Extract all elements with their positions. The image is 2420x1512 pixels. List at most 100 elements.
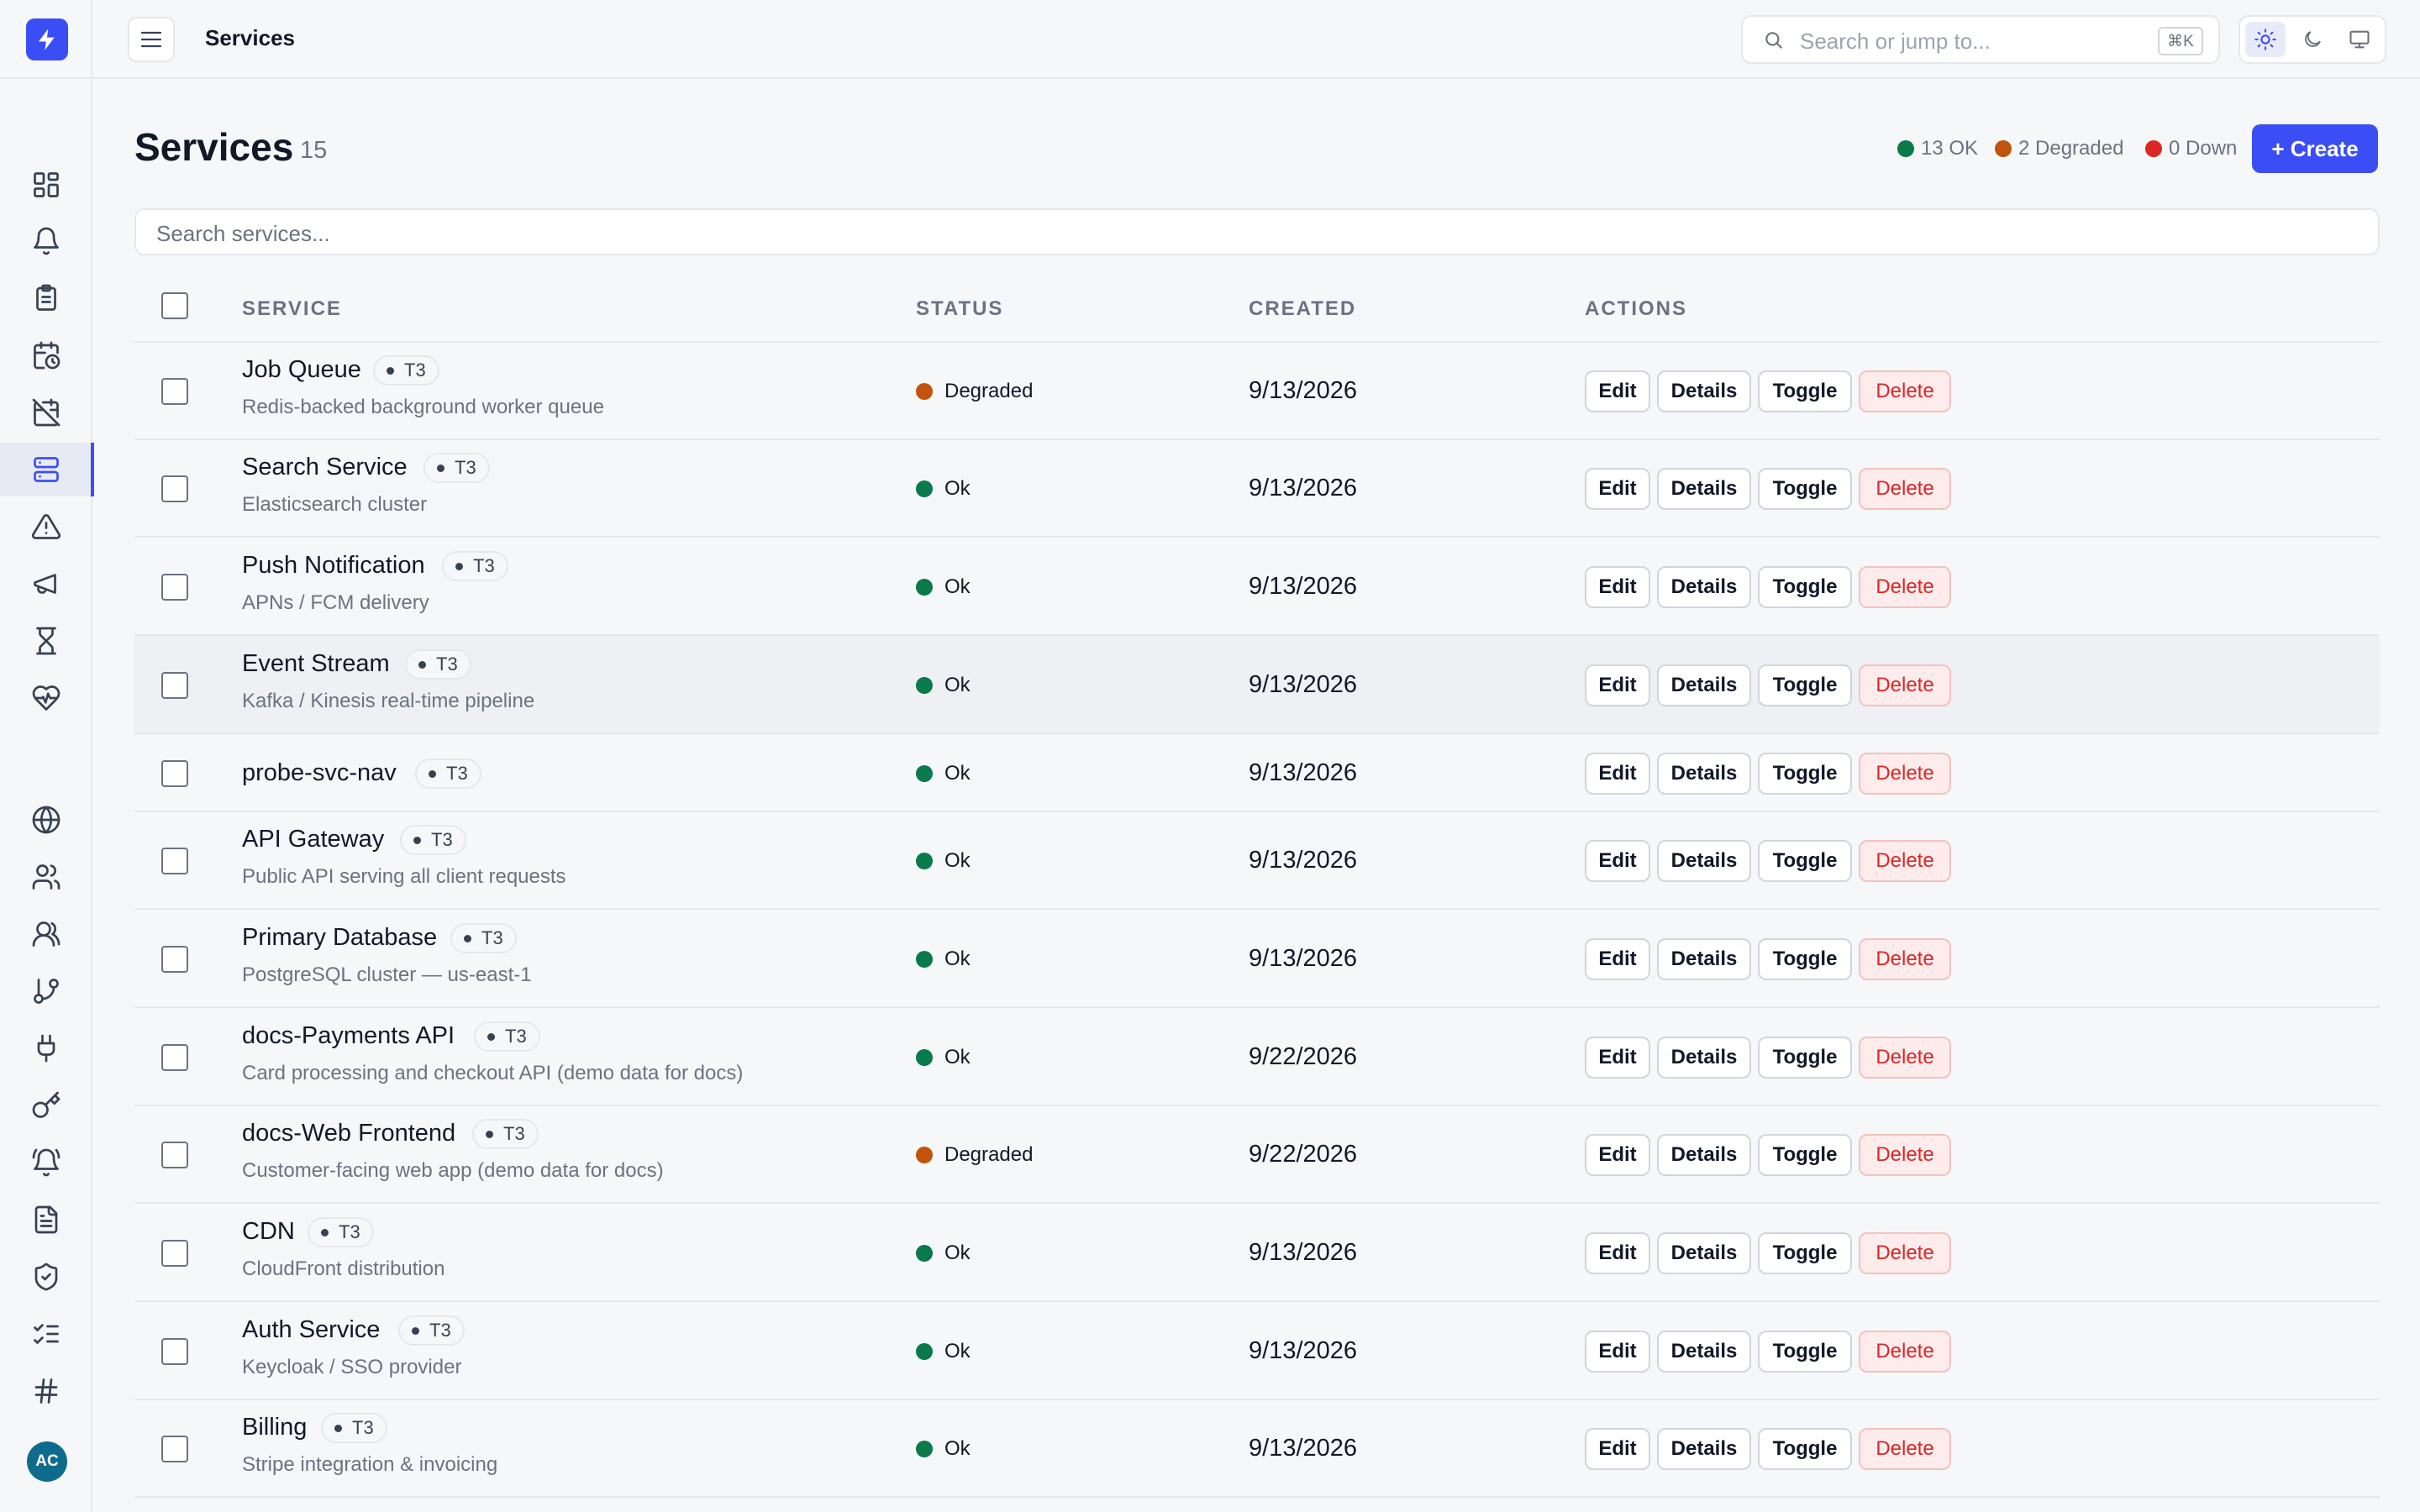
table-row[interactable]: docs-Payments API T3 Card processing and c… <box>134 1008 2380 1106</box>
table-row[interactable]: CDN T3 CloudFront distribution Ok 9/13/2026 E… <box>134 1204 2380 1302</box>
edit-button[interactable]: Edit <box>1585 1331 1650 1373</box>
table-row[interactable]: probe-svc-nav T3 Ok 9/13/2026 Edit Details Tog… <box>134 734 2380 812</box>
edit-button[interactable]: Edit <box>1585 753 1650 795</box>
details-button[interactable]: Details <box>1657 753 1751 795</box>
sidebar-item-hourglass[interactable] <box>0 614 92 668</box>
service-name[interactable]: Auth Service <box>242 1316 381 1343</box>
table-row[interactable]: Push Notification T3 APNs / FCM delivery Ok… <box>134 538 2380 636</box>
sidebar-item-alert-triangle[interactable] <box>0 500 92 554</box>
edit-button[interactable]: Edit <box>1585 664 1650 706</box>
sidebar-item-megaphone[interactable] <box>0 557 92 611</box>
edit-button[interactable]: Edit <box>1585 938 1650 980</box>
table-row[interactable]: Search Service T3 Elasticsearch cluster Ok 9… <box>134 440 2380 538</box>
service-name[interactable]: Search Service <box>242 454 408 480</box>
delete-button[interactable]: Delete <box>1859 1428 1951 1470</box>
toggle-button[interactable]: Toggle <box>1758 1428 1852 1470</box>
delete-button[interactable]: Delete <box>1859 468 1951 510</box>
details-button[interactable]: Details <box>1657 370 1751 412</box>
sidebar-item-clipboard[interactable] <box>0 271 92 325</box>
column-header-status[interactable]: STATUS <box>916 297 1004 320</box>
details-button[interactable]: Details <box>1657 1037 1751 1079</box>
delete-button[interactable]: Delete <box>1859 840 1951 882</box>
sidebar-item-hash[interactable] <box>0 1364 92 1418</box>
row-checkbox[interactable] <box>161 1044 188 1071</box>
row-checkbox[interactable] <box>161 672 188 699</box>
service-name[interactable]: docs-Payments API <box>242 1022 455 1049</box>
sidebar-item-user-group[interactable] <box>0 907 92 961</box>
system-theme-button[interactable] <box>2339 22 2380 57</box>
toggle-button[interactable]: Toggle <box>1758 753 1852 795</box>
details-button[interactable]: Details <box>1657 1232 1751 1274</box>
toggle-button[interactable]: Toggle <box>1758 1037 1852 1079</box>
details-button[interactable]: Details <box>1657 566 1751 608</box>
row-checkbox[interactable] <box>161 1436 188 1462</box>
toggle-button[interactable]: Toggle <box>1758 938 1852 980</box>
table-row[interactable]: Event Stream T3 Kafka / Kinesis real-time … <box>134 636 2380 734</box>
edit-button[interactable]: Edit <box>1585 840 1650 882</box>
sidebar-item-file-text[interactable] <box>0 1193 92 1247</box>
edit-button[interactable]: Edit <box>1585 1134 1650 1176</box>
toggle-button[interactable]: Toggle <box>1758 664 1852 706</box>
dark-theme-button[interactable] <box>2292 22 2333 57</box>
sidebar-item-bell[interactable] <box>0 214 92 268</box>
service-name[interactable]: CDN <box>242 1218 295 1245</box>
details-button[interactable]: Details <box>1657 1134 1751 1176</box>
details-button[interactable]: Details <box>1657 1428 1751 1470</box>
edit-button[interactable]: Edit <box>1585 1232 1650 1274</box>
toggle-button[interactable]: Toggle <box>1758 840 1852 882</box>
delete-button[interactable]: Delete <box>1859 370 1951 412</box>
toggle-button[interactable]: Toggle <box>1758 370 1852 412</box>
row-checkbox[interactable] <box>161 574 188 601</box>
menu-toggle-button[interactable] <box>128 17 175 62</box>
toggle-button[interactable]: Toggle <box>1758 1232 1852 1274</box>
table-row[interactable]: Billing T3 Stripe integration & invoicing O… <box>134 1400 2380 1498</box>
row-checkbox[interactable] <box>161 475 188 502</box>
edit-button[interactable]: Edit <box>1585 566 1650 608</box>
select-all-checkbox[interactable] <box>161 292 188 319</box>
details-button[interactable]: Details <box>1657 664 1751 706</box>
service-name[interactable]: Push Notification <box>242 552 425 579</box>
table-row[interactable]: Job Queue T3 Redis-backed background worke… <box>134 343 2380 440</box>
delete-button[interactable]: Delete <box>1859 566 1951 608</box>
sidebar-item-git-branch[interactable] <box>0 964 92 1018</box>
global-search-input[interactable]: Search or jump to... ⌘K <box>1741 15 2220 64</box>
table-row[interactable]: Auth Service T3 Keycloak / SSO provider Ok 9… <box>134 1302 2380 1400</box>
service-name[interactable]: API Gateway <box>242 826 385 853</box>
app-logo[interactable] <box>26 18 68 60</box>
row-checkbox[interactable] <box>161 1142 188 1168</box>
delete-button[interactable]: Delete <box>1859 1037 1951 1079</box>
row-checkbox[interactable] <box>161 1240 188 1267</box>
sidebar-item-users[interactable] <box>0 850 92 904</box>
edit-button[interactable]: Edit <box>1585 370 1650 412</box>
delete-button[interactable]: Delete <box>1859 1232 1951 1274</box>
delete-button[interactable]: Delete <box>1859 1331 1951 1373</box>
delete-button[interactable]: Delete <box>1859 938 1951 980</box>
delete-button[interactable]: Delete <box>1859 753 1951 795</box>
details-button[interactable]: Details <box>1657 938 1751 980</box>
edit-button[interactable]: Edit <box>1585 468 1650 510</box>
service-search-input[interactable]: Search services... <box>134 208 2380 255</box>
sidebar-item-list-checks[interactable] <box>0 1307 92 1361</box>
avatar[interactable]: AC <box>27 1441 67 1482</box>
table-row[interactable]: API Gateway T3 Public API serving all clie… <box>134 812 2380 910</box>
sidebar-item-shield-check[interactable] <box>0 1250 92 1304</box>
sidebar-item-heart-pulse[interactable] <box>0 671 92 725</box>
table-row[interactable]: docs-Web Frontend T3 Customer-facing web a… <box>134 1106 2380 1204</box>
edit-button[interactable]: Edit <box>1585 1428 1650 1470</box>
sidebar-item-key[interactable] <box>0 1079 92 1132</box>
delete-button[interactable]: Delete <box>1859 664 1951 706</box>
sidebar-item-plug[interactable] <box>0 1021 92 1075</box>
row-checkbox[interactable] <box>161 946 188 973</box>
service-name[interactable]: docs-Web Frontend <box>242 1120 456 1147</box>
details-button[interactable]: Details <box>1657 840 1751 882</box>
row-checkbox[interactable] <box>161 848 188 874</box>
toggle-button[interactable]: Toggle <box>1758 566 1852 608</box>
service-name[interactable]: Primary Database <box>242 924 438 951</box>
light-theme-button[interactable] <box>2245 22 2286 57</box>
delete-button[interactable]: Delete <box>1859 1134 1951 1176</box>
column-header-created[interactable]: CREATED <box>1249 297 1357 320</box>
toggle-button[interactable]: Toggle <box>1758 1331 1852 1373</box>
row-checkbox[interactable] <box>161 378 188 405</box>
sidebar-item-bell-ring[interactable] <box>0 1136 92 1189</box>
column-header-service[interactable]: SERVICE <box>242 297 342 320</box>
